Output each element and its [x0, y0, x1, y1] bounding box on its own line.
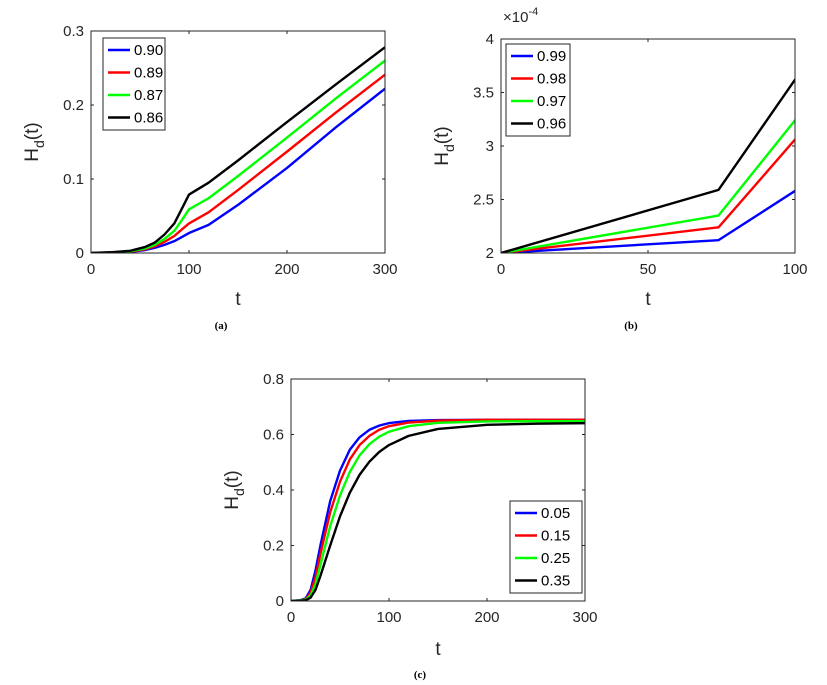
series-line-0.25 [291, 419, 585, 601]
legend-label: 0.86 [134, 110, 163, 127]
legend-label: 0.87 [134, 87, 163, 104]
chart-panel-a: 0 100 200 30000.10.20.3tHd(t)0.900.890.870.… [22, 23, 398, 332]
y-label-sub: d [31, 140, 47, 148]
legend: 0.05 0.15 0.25 0.35 [509, 500, 583, 594]
x-tick-label: 300 [372, 261, 397, 278]
subfigure-caption: (b) [624, 320, 638, 332]
series-line-0.96 [501, 78, 795, 253]
x-tick-label: 0 [497, 261, 505, 278]
legend: 0.99 0.98 0.97 0.96 [505, 43, 571, 137]
legend-label: 0.99 [537, 48, 566, 65]
y-label-main: H [222, 496, 243, 510]
legend-label: 0.25 [541, 550, 570, 567]
y-tick-label: 0.3 [63, 23, 84, 40]
y-axis-label: Hd(t) [432, 126, 457, 165]
y-tick-label: 4 [486, 31, 494, 48]
legend-box [505, 43, 571, 137]
axes-frame [90, 30, 386, 254]
series-line-0.86 [91, 46, 385, 253]
y-label-sub: d [231, 488, 247, 496]
y-label-main: H [432, 152, 453, 166]
y-tick-label: 0.4 [263, 482, 284, 499]
series-line-0.98 [501, 138, 795, 253]
y-tick-label: 0.2 [263, 538, 284, 555]
series-line-0.97 [501, 119, 795, 253]
y-tick-label: 3.5 [473, 85, 494, 102]
axis-exponent: ×10-4 [503, 6, 538, 26]
x-tick-label: 0 [287, 609, 295, 626]
y-label-main: H [22, 148, 43, 162]
y-tick-label: 0.6 [263, 427, 284, 444]
legend-label: 0.97 [537, 93, 566, 110]
x-axis-label: t [235, 289, 241, 310]
x-axis-label: t [645, 289, 651, 310]
y-label-arg: (t) [432, 126, 453, 144]
x-tick-label: 200 [274, 261, 299, 278]
legend-label: 0.89 [134, 65, 163, 82]
exponent-power: -4 [528, 6, 538, 18]
y-axis-label: Hd(t) [22, 122, 47, 161]
legend-label: 0.90 [134, 42, 163, 59]
series-line-0.35 [291, 421, 585, 601]
chart-panel-b: 0 50 10022.533.54×10-4tHd(t)0.990.980.970.… [432, 6, 808, 332]
y-tick-label: 0.1 [63, 171, 84, 188]
y-tick-label: 0 [276, 593, 284, 610]
y-axis-label: Hd(t) [222, 470, 247, 509]
legend-label: 0.96 [537, 116, 566, 133]
y-tick-label: 3 [486, 138, 494, 155]
x-tick-label: 200 [474, 609, 499, 626]
x-tick-label: 300 [572, 609, 597, 626]
y-tick-label: 0 [76, 245, 84, 262]
y-label-arg: (t) [222, 470, 243, 488]
series-line-0.99 [501, 189, 795, 253]
legend-label: 0.05 [541, 505, 570, 522]
legend-label: 0.15 [541, 528, 570, 545]
legend-label: 0.98 [537, 71, 566, 88]
x-tick-label: 100 [176, 261, 201, 278]
x-axis-label: t [435, 639, 441, 660]
y-tick-label: 0.8 [263, 371, 284, 388]
y-tick-label: 2.5 [473, 192, 494, 209]
subfigure-caption: (c) [414, 669, 427, 681]
y-tick-label: 2 [486, 245, 494, 262]
series-line-0.15 [291, 418, 585, 601]
y-tick-label: 0.2 [63, 97, 84, 114]
x-tick-label: 100 [376, 609, 401, 626]
x-tick-label: 0 [87, 261, 95, 278]
legend-box [509, 500, 583, 594]
x-tick-label: 50 [640, 261, 657, 278]
exponent-base: ×10 [503, 9, 528, 26]
subfigure-caption: (a) [215, 320, 228, 332]
y-label-sub: d [441, 144, 457, 152]
legend-label: 0.35 [541, 573, 570, 590]
y-label-arg: (t) [22, 122, 43, 140]
chart-panel-c: 0 100 200 300 0 0.2 0.4 0.6 0.8 t Hd(t) 0.05 0.15 0.2… [222, 371, 598, 681]
x-tick-label: 100 [782, 261, 807, 278]
legend-box [102, 37, 166, 131]
legend: 0.90 0.89 0.87 0.86 [102, 37, 166, 131]
